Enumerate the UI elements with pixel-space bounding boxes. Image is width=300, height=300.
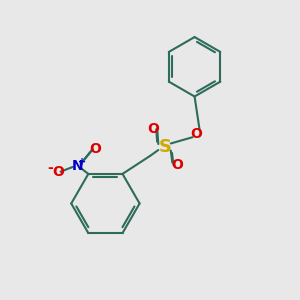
Text: O: O bbox=[52, 165, 64, 179]
Text: O: O bbox=[190, 127, 202, 141]
Text: S: S bbox=[158, 138, 171, 156]
Text: O: O bbox=[147, 122, 159, 136]
Text: N: N bbox=[71, 159, 83, 173]
Text: O: O bbox=[89, 142, 101, 155]
Text: +: + bbox=[79, 157, 87, 167]
Text: O: O bbox=[171, 158, 183, 172]
Text: -: - bbox=[47, 161, 53, 175]
